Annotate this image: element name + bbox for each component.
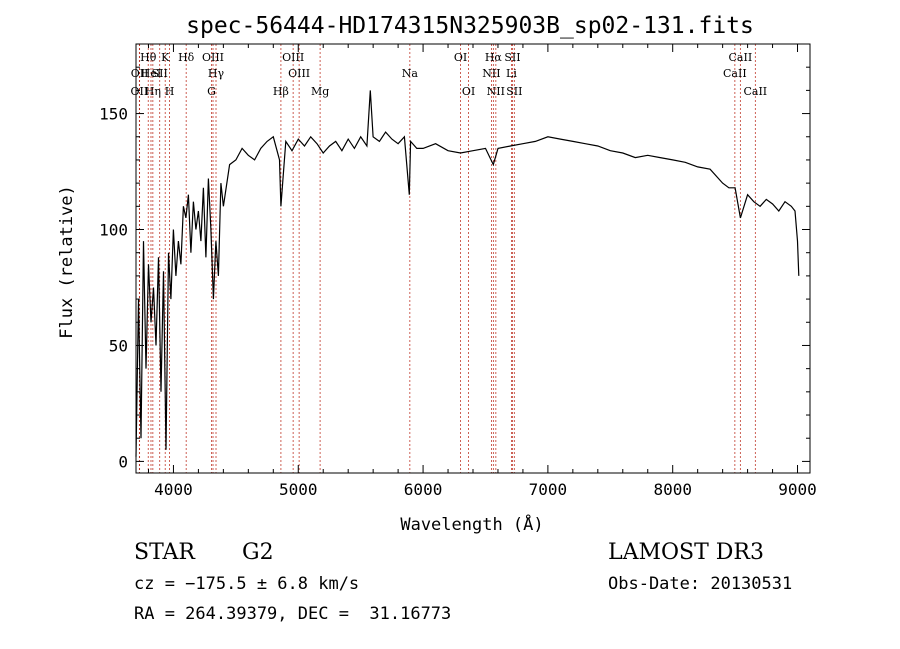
line-label-2: Hθ bbox=[140, 51, 157, 64]
line-label-3: HeI bbox=[141, 67, 161, 80]
x-tick-label-1: 5000 bbox=[279, 480, 318, 499]
y-axis-label: Flux (relative) bbox=[57, 185, 77, 339]
line-label-11: G bbox=[207, 85, 216, 98]
line-label-14: Hβ bbox=[273, 85, 289, 98]
emission-lines-layer bbox=[138, 44, 756, 473]
line-label-26: CaII bbox=[723, 67, 747, 80]
y-axis: 0 50 100 150 bbox=[99, 66, 810, 471]
x-tick-label-5: 9000 bbox=[778, 480, 817, 499]
y-tick-label-0: 0 bbox=[118, 452, 128, 471]
x-tick-label-0: 4000 bbox=[154, 480, 193, 499]
line-label-12: OIII bbox=[282, 51, 304, 64]
line-label-13: OIII bbox=[288, 67, 310, 80]
line-label-27: CaII bbox=[743, 85, 767, 98]
plot-frame bbox=[135, 43, 811, 474]
line-label-16: Na bbox=[402, 67, 419, 80]
observation-date: Obs-Date: 20130531 bbox=[608, 574, 793, 594]
line-label-25: CaII bbox=[729, 51, 753, 64]
emission-line-labels: OII OII Hθ HeI Hη K SII H Hδ OIII Hγ G OIII OIII Hβ Mg N… bbox=[131, 51, 768, 98]
redshift-cz: cz = −175.5 ± 6.8 km/s bbox=[134, 574, 360, 594]
y-tick-label-1: 50 bbox=[109, 336, 128, 355]
coordinates: RA = 264.39379, DEC = 31.16773 bbox=[134, 604, 452, 624]
object-type: STAR bbox=[134, 540, 195, 565]
line-label-10: Hγ bbox=[208, 67, 225, 80]
line-label-18: OI bbox=[462, 85, 475, 98]
line-label-5: K bbox=[161, 51, 170, 64]
line-label-1: OII bbox=[131, 67, 149, 80]
line-label-17: OI bbox=[454, 51, 467, 64]
line-label-21: NII bbox=[487, 85, 505, 98]
x-tick-label-4: 8000 bbox=[653, 480, 692, 499]
survey-name: LAMOST DR3 bbox=[608, 540, 764, 565]
chart-title: spec-56444-HD174315N325903B_sp02-131.fit… bbox=[186, 13, 754, 39]
x-axis-label: Wavelength (Å) bbox=[400, 513, 543, 535]
x-axis: 4000 5000 6000 7000 8000 9000 bbox=[147, 44, 817, 499]
line-label-8: Hδ bbox=[178, 51, 195, 64]
line-label-24: SII bbox=[506, 85, 522, 98]
line-label-4: Hη bbox=[145, 85, 161, 98]
line-label-22: SII bbox=[504, 51, 520, 64]
line-label-20: NII bbox=[482, 67, 500, 80]
line-label-7: H bbox=[165, 85, 175, 98]
object-subclass: G2 bbox=[242, 540, 274, 565]
line-label-0: OII bbox=[131, 85, 149, 98]
x-tick-label-3: 7000 bbox=[529, 480, 568, 499]
line-label-15: Mg bbox=[311, 85, 329, 98]
line-label-6: SII bbox=[152, 67, 168, 80]
y-tick-label-2: 100 bbox=[99, 221, 128, 240]
x-tick-label-2: 6000 bbox=[404, 480, 443, 499]
y-tick-label-3: 150 bbox=[99, 105, 128, 124]
spectrum-line bbox=[135, 90, 800, 457]
line-label-23: Li bbox=[506, 67, 517, 80]
line-label-9: OIII bbox=[202, 51, 224, 64]
line-label-19: Hα bbox=[485, 51, 503, 64]
